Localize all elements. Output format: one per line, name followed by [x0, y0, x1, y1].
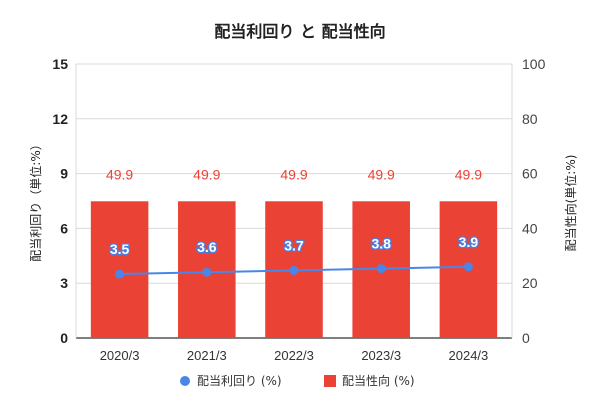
- legend-marker-payout: [324, 375, 336, 387]
- line-series: [115, 262, 473, 279]
- x-tick-label: 2020/3: [100, 348, 140, 363]
- right-tick-label: 80: [522, 111, 538, 127]
- data-labels: 49.9 49.9 49.9 49.9 49.9 3.5 3.6 3.7 3.8 3.9: [106, 166, 482, 258]
- left-axis-ticks: 0 3 6 9 12 15: [52, 56, 68, 346]
- line-value-label: 3.5: [110, 241, 130, 257]
- line-point: [115, 269, 125, 279]
- legend-marker-yield: [180, 376, 190, 386]
- right-axis-title: 配当性向(単位:%): [563, 155, 578, 252]
- x-tick-label: 2024/3: [449, 348, 489, 363]
- bar-value-label: 49.9: [368, 166, 395, 182]
- right-tick-label: 60: [522, 166, 538, 182]
- legend: 配当利回り (%) 配当性向 (%): [180, 373, 415, 388]
- left-tick-label: 12: [52, 111, 68, 127]
- x-axis-ticks: 2020/3 2021/3 2022/3 2023/3 2024/3: [100, 348, 489, 363]
- line-value-label: 3.7: [284, 237, 304, 253]
- legend-label-yield: 配当利回り (%): [197, 374, 282, 388]
- bar-value-label: 49.9: [106, 166, 133, 182]
- left-tick-label: 9: [60, 166, 68, 182]
- line-point: [202, 267, 212, 277]
- x-tick-label: 2023/3: [361, 348, 401, 363]
- line-point: [463, 262, 473, 272]
- chart-title: 配当利回り と 配当性向: [214, 22, 385, 41]
- right-tick-label: 20: [522, 275, 538, 291]
- left-tick-label: 0: [60, 330, 68, 346]
- legend-label-payout: 配当性向 (%): [342, 373, 415, 388]
- right-tick-label: 40: [522, 220, 538, 236]
- line-value-label: 3.8: [371, 236, 391, 252]
- x-tick-label: 2021/3: [187, 348, 227, 363]
- line-value-label: 3.6: [197, 239, 217, 255]
- line-point: [376, 264, 386, 274]
- right-tick-label: 100: [522, 56, 546, 72]
- left-axis-title: 配当利回り（単位:%）: [28, 138, 43, 261]
- line-value-label: 3.9: [459, 234, 479, 250]
- left-tick-label: 6: [60, 220, 68, 236]
- bar-value-label: 49.9: [280, 166, 307, 182]
- bar-value-label: 49.9: [193, 166, 220, 182]
- left-tick-label: 15: [52, 56, 68, 72]
- right-tick-label: 0: [522, 330, 530, 346]
- right-axis-ticks: 0 20 40 60 80 100: [522, 56, 546, 346]
- x-tick-label: 2022/3: [274, 348, 314, 363]
- line-point: [289, 265, 299, 275]
- bar-value-label: 49.9: [455, 166, 482, 182]
- left-tick-label: 3: [60, 275, 68, 291]
